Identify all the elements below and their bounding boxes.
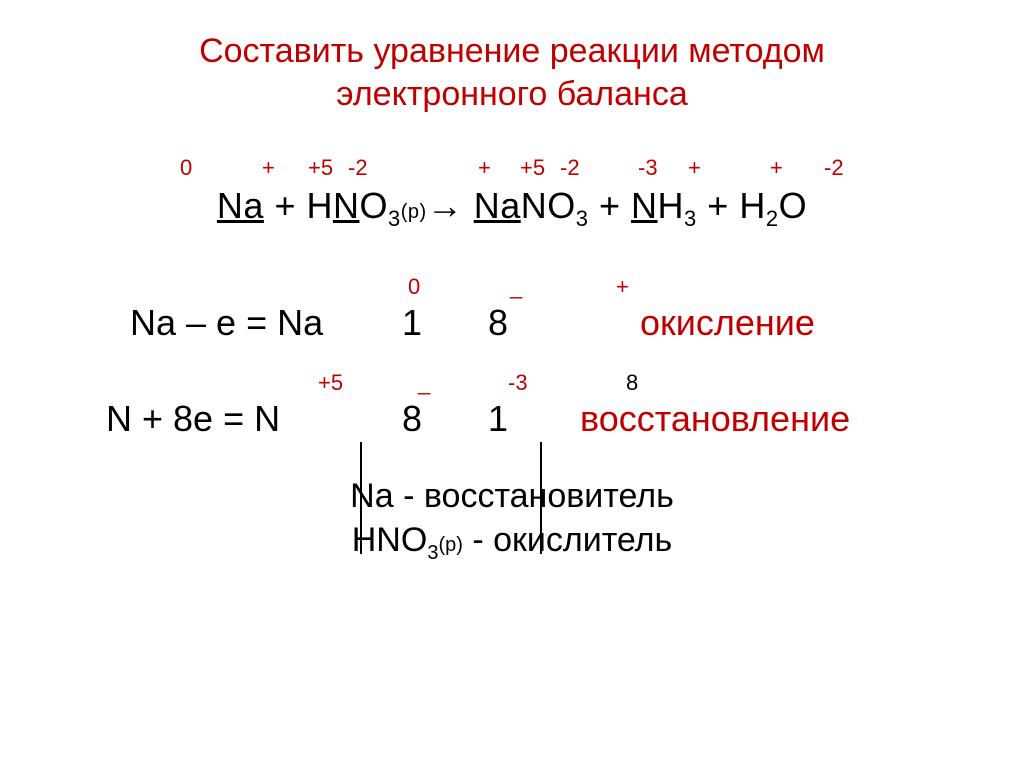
half1-label: окисление [640, 302, 815, 344]
half2-c1: 8 [402, 398, 422, 440]
eq-nh-h: H [658, 185, 685, 226]
ox-state-0: 0 [180, 155, 192, 181]
eq-nano-na: Na [474, 185, 521, 226]
half1-c1: 1 [402, 302, 422, 344]
mid-ox-row-2: +5 _ -3 8 [0, 370, 1024, 396]
ox-state-9: + [770, 155, 783, 181]
eq-plus3: + [697, 185, 740, 226]
eq-p: (р) [401, 201, 427, 223]
ox-state-8: + [688, 155, 701, 181]
eq-sub3c: 3 [684, 206, 697, 231]
summary-line2b: - окислитель [463, 521, 672, 559]
eq-na: Na [217, 185, 264, 226]
half2-lhs: N + 8e = N [106, 398, 280, 440]
ox-state-2: +5 [308, 155, 333, 181]
mid-ox2-c: -3 [508, 370, 528, 396]
ox-state-6: -2 [560, 155, 580, 181]
mid-ox2-a: +5 [318, 370, 343, 396]
half2-c2: 1 [488, 398, 508, 440]
half1-c2: 8 [488, 302, 508, 344]
eq-sub3a: 3 [388, 206, 401, 231]
ox-state-10: -2 [824, 155, 844, 181]
ox-state-1: + [262, 155, 275, 181]
mid-ox-row-1: 0 _ + [0, 274, 1024, 300]
summary-line1b: - восстановитель [394, 477, 674, 515]
eq-arrow: → [427, 185, 474, 226]
mid-ox2-d: 8 [626, 370, 638, 396]
half-reaction-1: Na – e = Na 1 8 окисление [0, 302, 1024, 352]
title-line1: Составить уравнение реакции методом [199, 32, 825, 70]
mid-ox1-a: 0 [408, 274, 420, 300]
slide-title: Составить уравнение реакции методом элек… [0, 0, 1024, 115]
eq-h2o-h: H [739, 185, 766, 226]
ox-state-3: -2 [348, 155, 368, 181]
ox-state-4: + [478, 155, 491, 181]
half2-label: восстановление [580, 398, 850, 440]
oxidation-states-row: 0 + +5 -2 + +5 -2 -3 + + -2 [0, 155, 1024, 183]
ox-state-5: +5 [520, 155, 545, 181]
mid-ox1-b: _ [510, 274, 522, 300]
eq-plus1: + [264, 185, 307, 226]
eq-nh-n: N [631, 185, 658, 226]
eq-h2o-o: O [779, 185, 808, 226]
balance-bar-2 [540, 442, 542, 554]
half-reaction-2: N + 8e = N 8 1 восстановление [0, 398, 1024, 448]
title-line2: электронного баланса [336, 75, 688, 113]
ox-state-7: -3 [638, 155, 658, 181]
half1-lhs: Na – e = Na [130, 302, 323, 344]
summary-hno: HNO [352, 521, 428, 559]
mid-ox1-c: + [616, 274, 629, 300]
summary-sub: 3 [427, 542, 438, 564]
eq-sub3b: 3 [576, 206, 589, 231]
main-equation: Na + HNO3(р)→ NaNO3 + NH3 + H2O [0, 185, 1024, 232]
eq-h: H [306, 185, 333, 226]
eq-o: O [359, 185, 388, 226]
eq-nano-o: O [547, 185, 576, 226]
balance-bar-1 [360, 442, 362, 554]
summary-na: Na [350, 477, 393, 515]
eq-sub2: 2 [766, 206, 779, 231]
summary-p: (р) [438, 534, 462, 556]
mid-ox2-b: _ [418, 370, 430, 396]
eq-plus2: + [589, 185, 632, 226]
eq-nano-n: N [521, 185, 548, 226]
eq-n: N [333, 185, 360, 226]
summary-block: Na - восстановитель HNO3(р) - окислитель [0, 474, 1024, 566]
